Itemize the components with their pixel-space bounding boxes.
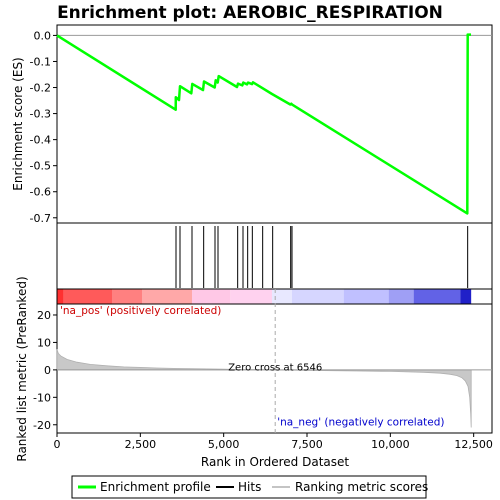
rank-annotations: 'na_pos' (positively correlated) Zero cro…: [60, 305, 444, 428]
es-curve: [56, 33, 471, 215]
es-y-tick-label: -0.6: [30, 186, 51, 199]
es-y-tick-label: -0.7: [30, 212, 51, 225]
rank-y-tick-label: 20: [37, 309, 51, 322]
x-tick-label: 2,500: [125, 438, 157, 451]
heat-bar-segment: [192, 289, 231, 304]
heat-bar-segment: [292, 289, 344, 304]
chart-title: Enrichment plot: AEROBIC_RESPIRATION: [57, 3, 443, 23]
hits-panel: [56, 222, 493, 290]
heat-bar-segment: [413, 289, 461, 304]
heat-bar-segment: [57, 289, 64, 304]
x-tick-label: 5,000: [208, 438, 240, 451]
ranked-heat-bar: [57, 289, 472, 304]
rank-y-tick-label: -20: [33, 419, 51, 432]
heat-bar-segment: [460, 289, 472, 304]
rank-y-tick-label: 10: [37, 336, 51, 349]
x-axis-ticks: 0 2,500 5,000 7,500 10,000 12,500: [54, 433, 493, 451]
es-y-tick-label: -0.1: [30, 55, 51, 68]
es-panel-frame: [56, 24, 493, 224]
zero-cross-label: Zero cross at 6546: [228, 362, 322, 373]
x-tick-label: 7,500: [291, 438, 323, 451]
hit-lines: [175, 226, 469, 288]
rank-y-ticks: 20 10 0 -10 -20: [33, 309, 57, 432]
es-y-ticks: 0.0 -0.1 -0.2 -0.3 -0.4 -0.5 -0.6 -0.7: [30, 29, 57, 225]
x-tick-label: 10,000: [371, 438, 410, 451]
es-y-tick-label: 0.0: [34, 29, 52, 42]
es-y-tick-label: -0.3: [30, 108, 51, 121]
heat-bar-segment: [63, 289, 112, 304]
es-panel: 0.0 -0.1 -0.2 -0.3 -0.4 -0.5 -0.6 -0.7 Enrichme…: [11, 24, 493, 225]
rank-zero-line: [57, 289, 492, 433]
x-axis-label: Rank in Ordered Dataset: [201, 455, 349, 469]
es-y-axis-label: Enrichment score (ES): [11, 57, 25, 190]
legend-label-hits: Hits: [238, 480, 261, 494]
heat-bar-segment: [112, 289, 142, 304]
legend-label-ranking-metric: Ranking metric scores: [295, 480, 428, 494]
es-y-tick-label: -0.4: [30, 134, 51, 147]
x-tick-label: 0: [54, 438, 61, 451]
hits-panel-frame: [56, 222, 493, 290]
heat-bar-segment: [388, 289, 414, 304]
heat-bar-segment: [230, 289, 272, 304]
rank-y-tick-label: -10: [33, 391, 51, 404]
legend-label-enrichment-profile: Enrichment profile: [100, 480, 211, 494]
rank-panel: 20 10 0 -10 -20 'na_pos' (positively correla…: [15, 276, 493, 462]
heat-bar-segment: [142, 289, 192, 304]
es-y-tick-label: -0.5: [30, 160, 51, 173]
es-y-tick-label: -0.2: [30, 82, 51, 95]
heat-bar-segment: [272, 289, 292, 304]
rank-y-tick-label: 0: [44, 364, 51, 377]
enrichment-profile-line: [56, 33, 471, 215]
heat-bar-segment: [343, 289, 389, 304]
positively-correlated-label: 'na_pos' (positively correlated): [60, 305, 221, 317]
rank-y-axis-label: Ranked list metric (PreRanked): [15, 276, 29, 461]
x-tick-label: 12,500: [454, 438, 493, 451]
legend-frame: [71, 475, 427, 499]
negatively-correlated-label: 'na_neg' (negatively correlated): [277, 417, 444, 429]
legend: Enrichment profile Hits Ranking metric s…: [71, 475, 428, 499]
